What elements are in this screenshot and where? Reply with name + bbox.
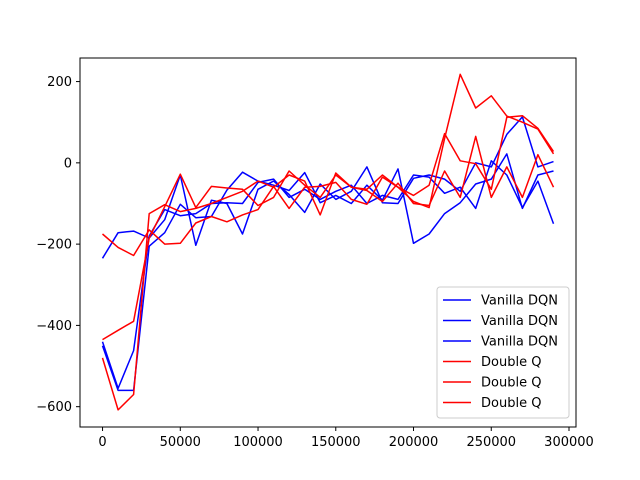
x-tick-label: 200000 [389, 435, 439, 450]
series-line-6 [102, 114, 555, 257]
plot-frame [79, 57, 577, 428]
legend-label: Double Q [481, 376, 541, 391]
x-tick-label: 100000 [233, 435, 283, 450]
y-tick-label: 0 [64, 156, 72, 171]
legend-label: Vanilla DQN [481, 314, 558, 329]
y-tick-label: −600 [36, 400, 72, 415]
x-tick-label: 150000 [311, 435, 361, 450]
series-line-3 [101, 116, 554, 259]
legend: Vanilla DQN Vanilla DQN Vanilla DQN Double … [436, 286, 570, 419]
x-tick-label: 0 [98, 435, 106, 450]
y-axis: −600 −400 −200 0 200 [36, 75, 80, 415]
legend-label: Double Q [481, 396, 541, 411]
series-line-2 [101, 153, 554, 392]
x-tick-label: 300000 [544, 435, 594, 450]
series-layer [101, 73, 555, 411]
y-tick-label: −200 [36, 238, 72, 253]
legend-label: Vanilla DQN [481, 335, 558, 350]
x-tick-label: 50000 [160, 435, 201, 450]
series-line-5 [102, 135, 555, 341]
y-tick-label: 200 [47, 75, 72, 90]
x-tick-label: 250000 [466, 435, 516, 450]
legend-label: Vanilla DQN [481, 294, 558, 309]
x-axis: 0 50000 100000 150000 200000 250000 300000 [98, 427, 594, 450]
legend-label: Double Q [481, 355, 541, 370]
y-tick-label: −400 [36, 319, 72, 334]
series-line-4 [101, 73, 555, 411]
